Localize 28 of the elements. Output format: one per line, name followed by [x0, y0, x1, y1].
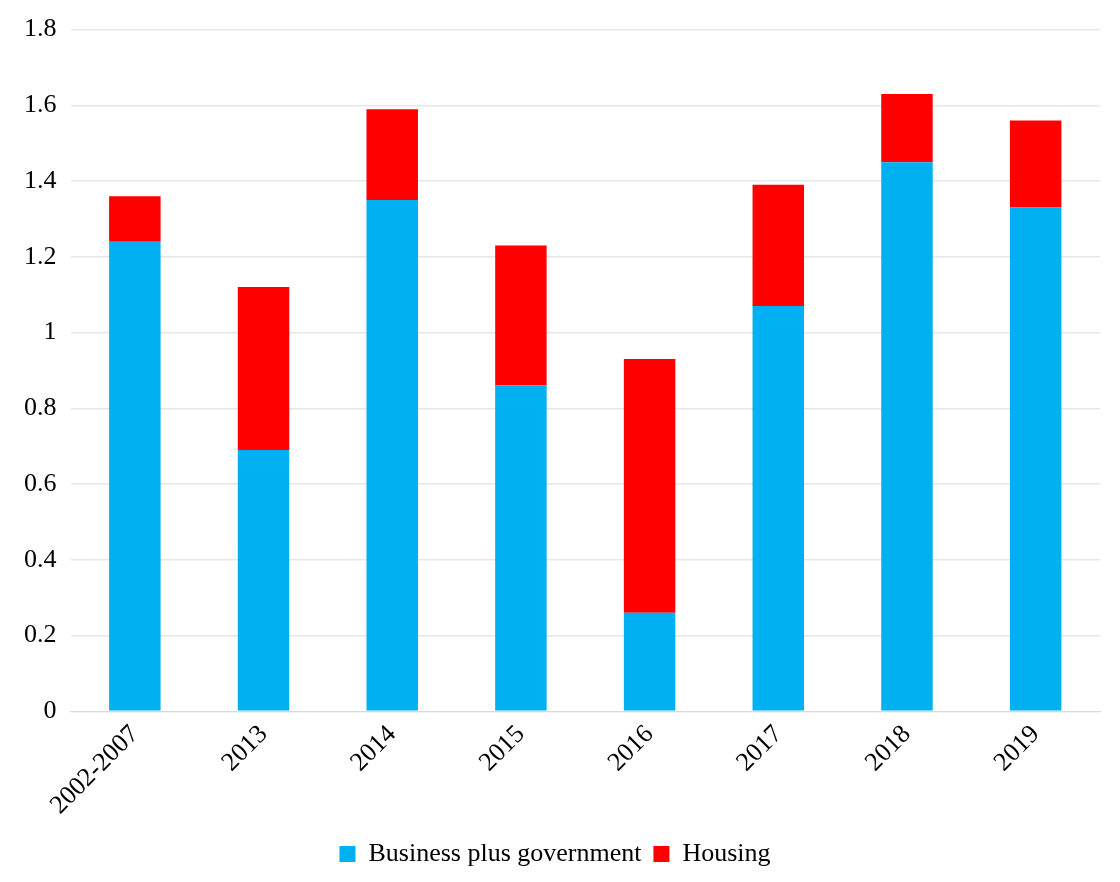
bar — [1009, 120, 1062, 208]
bar — [109, 241, 161, 711]
bar — [623, 359, 676, 613]
y-tick-label: 0.6 — [24, 467, 57, 497]
bar — [623, 612, 676, 711]
bar — [881, 162, 933, 711]
y-tick-label: 1.8 — [24, 13, 57, 43]
y-tick-label: 1.4 — [24, 164, 57, 194]
bar — [366, 200, 418, 711]
bar — [366, 109, 418, 201]
bar — [1009, 207, 1062, 711]
bar — [752, 306, 805, 711]
y-tick-label: 0 — [43, 695, 57, 725]
bar — [752, 184, 805, 307]
bar — [495, 245, 547, 386]
y-tick-label: 1 — [43, 316, 57, 346]
y-tick-label: 0.8 — [24, 392, 57, 422]
y-tick-label: 1.6 — [24, 89, 57, 119]
y-tick-label: 0.2 — [24, 619, 57, 649]
legend-label: Business plus government — [368, 837, 643, 867]
bar — [109, 196, 161, 242]
bar — [237, 449, 290, 711]
y-tick-label: 0.4 — [24, 543, 57, 573]
bar — [881, 93, 933, 163]
bar — [495, 385, 547, 711]
legend-label: Housing — [682, 837, 771, 867]
bar — [237, 287, 290, 450]
y-tick-label: 1.2 — [24, 240, 57, 270]
